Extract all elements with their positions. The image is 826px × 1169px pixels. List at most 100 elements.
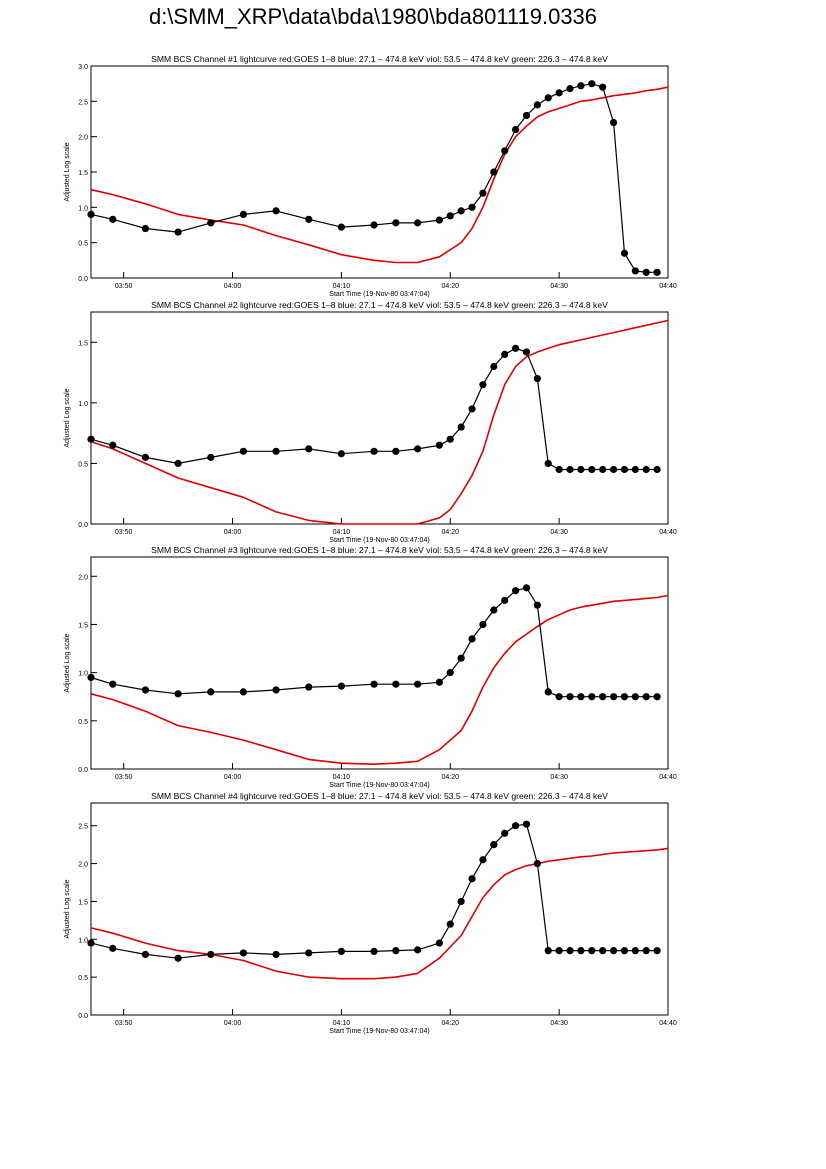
data-point [87,210,95,218]
x-tick-label: 04:10 [333,283,351,290]
y-tick-label: 2.0 [78,862,88,869]
data-point [490,362,498,371]
x-tick-label: 04:40 [659,774,677,781]
data-point [370,680,378,688]
plot-frame [90,802,669,1016]
y-tick-label: 0.5 [78,241,88,248]
data-point [392,447,400,455]
x-tick-label: 04:30 [550,1020,568,1027]
y-axis-label: Adjusted Log scale [64,879,71,938]
data-point [87,673,95,682]
data-point [392,947,400,955]
data-point [370,221,378,229]
y-tick-label: 1.0 [78,937,88,944]
data-point [511,126,520,134]
goes-line [90,319,669,525]
data-point [609,947,618,955]
data-point [620,947,629,955]
data-point [239,210,248,218]
y-tick-label: 0.0 [78,767,88,774]
data-point [446,435,454,443]
x-tick-label: 04:10 [333,1020,351,1027]
y-tick-label: 2.0 [78,574,88,581]
y-tick-label: 0.0 [78,276,88,283]
panel-title: SMM BCS Channel #3 lightcurve red:GOES 1… [151,545,608,555]
data-point [566,465,574,474]
data-point [511,587,520,595]
data-point [609,118,618,127]
data-point [141,453,150,461]
data-point [490,606,498,614]
data-point [642,268,650,276]
data-point [272,447,280,455]
y-tick-label: 1.5 [78,899,88,906]
data-point [577,693,585,701]
data-point [414,445,422,453]
data-point [533,375,541,383]
data-point [533,859,541,868]
data-point [653,947,661,955]
data-point [457,423,465,431]
data-point [479,856,487,864]
panel-title: SMM BCS Channel #1 lightcurve red:GOES 1… [151,54,608,64]
y-tick-label: 2.5 [78,99,88,106]
data-point [337,223,345,231]
plot-frame [90,556,669,770]
data-point [490,168,498,176]
data-point [620,465,629,474]
panel-title: SMM BCS Channel #2 lightcurve red:GOES 1… [151,300,608,310]
plot-frame [90,311,669,525]
data-point [599,693,607,701]
data-point [414,219,422,227]
data-point [457,897,465,906]
x-tick-label: 04:00 [224,283,242,290]
data-point [468,203,476,211]
data-point [87,939,95,947]
data-point [501,350,509,358]
bcs-line [90,823,658,959]
data-point [588,80,596,88]
x-tick-label: 03:50 [115,283,133,290]
x-tick-label: 03:50 [115,529,133,536]
page-title: d:\SMM_XRP\data\bda\1980\bda801119.0336 [148,4,598,29]
data-point [239,688,248,696]
data-point [468,405,476,413]
x-axis-label: Start Time (19-Nov-80 03:47:04) [329,782,429,789]
data-point [392,219,400,227]
x-tick-label: 03:50 [115,774,133,781]
data-point [501,829,509,837]
data-point [457,654,465,662]
data-point [588,465,596,474]
data-point [577,82,585,90]
data-point [490,841,498,849]
x-tick-label: 04:10 [333,774,351,781]
y-tick-label: 1.5 [78,170,88,177]
data-point [620,693,629,701]
data-point [642,693,650,701]
data-point [533,101,541,109]
data-point [414,946,422,954]
data-point [109,215,117,223]
data-point [544,688,552,696]
data-point [588,947,596,955]
goes-line [90,594,669,766]
x-tick-label: 04:20 [441,283,459,290]
data-point [544,947,552,955]
data-point [599,947,607,955]
data-point [414,680,422,688]
data-point [468,635,476,643]
data-point [555,693,563,701]
data-point [479,620,487,629]
goes-line [90,847,669,980]
y-tick-label: 0.0 [78,1013,88,1020]
y-tick-label: 1.5 [78,622,88,629]
data-point [653,465,661,474]
data-point [305,215,313,223]
data-point [174,228,182,236]
data-point [435,939,443,947]
data-point [555,89,563,97]
data-point [207,950,215,959]
data-point [446,212,454,220]
data-point [588,693,596,701]
